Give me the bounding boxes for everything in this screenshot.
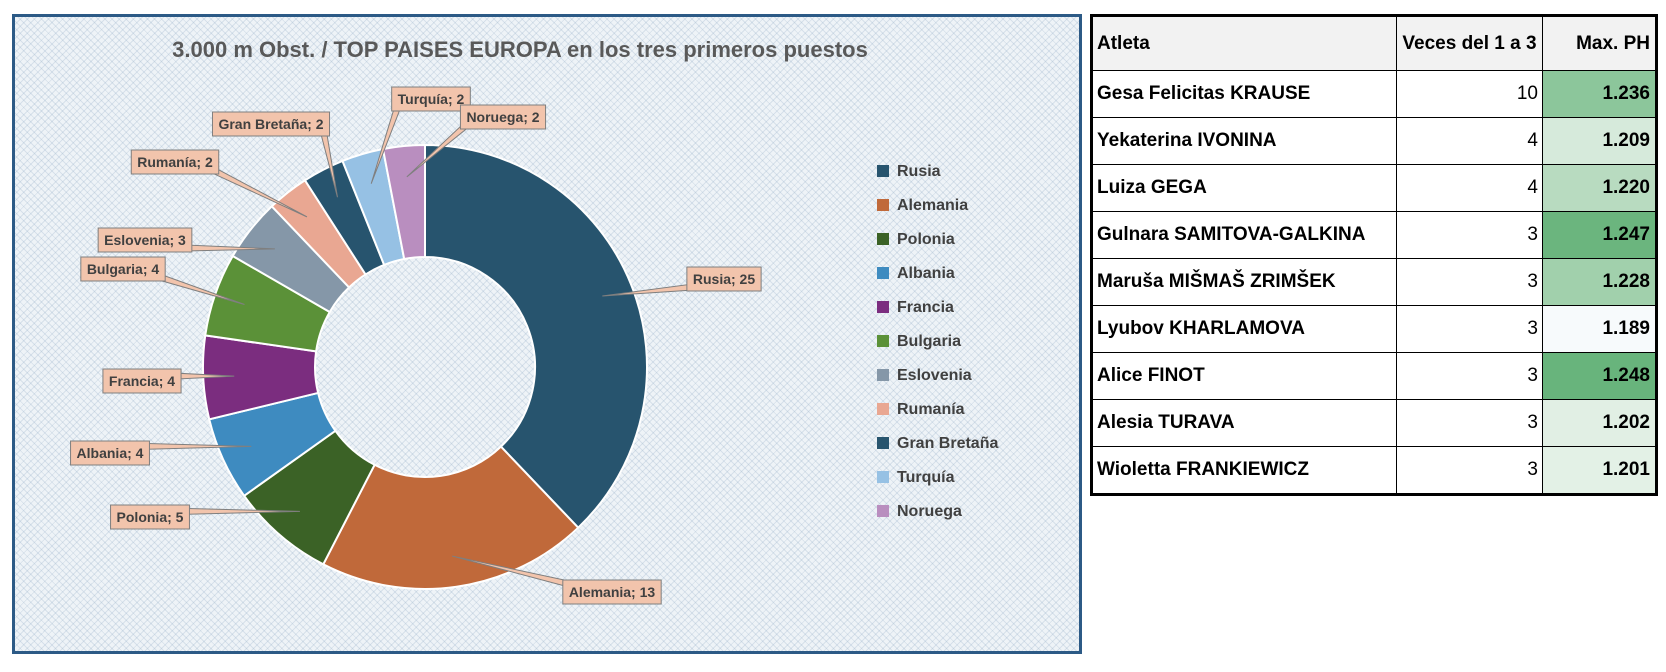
data-label-box <box>130 149 220 175</box>
table-header-row: Atleta Veces del 1 a 3 Max. PH <box>1091 15 1657 71</box>
cell-veces: 3 <box>1396 352 1543 400</box>
legend-entry: Gran Bretaña <box>897 435 998 452</box>
cell-veces: 3 <box>1396 258 1543 306</box>
cell-veces: 3 <box>1396 211 1543 259</box>
data-label: Gran Bretaña; 2 <box>218 116 323 132</box>
legend-swatch <box>877 335 889 347</box>
cell-veces: 4 <box>1396 117 1543 165</box>
legend-swatch <box>877 369 889 381</box>
legend-swatch <box>877 267 889 279</box>
table-row: Wioletta FRANKIEWICZ 3 1.201 <box>1091 446 1657 495</box>
cell-max-ph: 1.247 <box>1542 211 1657 259</box>
header-atleta: Atleta <box>1091 15 1397 71</box>
data-label: Rusia; 25 <box>693 271 755 287</box>
legend-swatch <box>877 233 889 245</box>
legend-swatch <box>877 199 889 211</box>
data-label: Francia; 4 <box>109 373 175 389</box>
athletes-table: Atleta Veces del 1 a 3 Max. PH Gesa Feli… <box>1090 14 1658 496</box>
data-label: Rumanía; 2 <box>137 154 213 170</box>
cell-max-ph: 1.248 <box>1542 352 1657 400</box>
data-label-box <box>102 368 182 394</box>
data-label: Polonia; 5 <box>117 509 184 525</box>
legend-swatch <box>877 471 889 483</box>
cell-veces: 3 <box>1396 305 1543 353</box>
data-label-box <box>211 111 331 137</box>
legend-entry: Rusia <box>897 163 941 180</box>
chart-panel: 3.000 m Obst. / TOP PAISES EUROPA en los… <box>12 14 1082 654</box>
cell-athlete-name: Gulnara SAMITOVA-GALKINA <box>1091 211 1397 259</box>
slice-1 <box>424 143 648 530</box>
table-row: Yekaterina IVONINA 4 1.209 <box>1091 117 1657 165</box>
slice-11 <box>381 143 426 261</box>
cell-athlete-name: Alice FINOT <box>1091 352 1397 400</box>
cell-athlete-name: Luiza GEGA <box>1091 164 1397 212</box>
cell-max-ph: 1.236 <box>1542 70 1657 118</box>
legend-swatch <box>877 301 889 313</box>
legend-entry: Albania <box>897 265 955 282</box>
cell-veces: 4 <box>1396 164 1543 212</box>
table-row: Lyubov KHARLAMOVA 3 1.189 <box>1091 305 1657 353</box>
legend-entry: Turquía <box>897 469 955 486</box>
legend-entry: Rumanía <box>897 401 965 418</box>
table-row: Gesa Felicitas KRAUSE 10 1.236 <box>1091 70 1657 118</box>
cell-athlete-name: Gesa Felicitas KRAUSE <box>1091 70 1397 118</box>
data-label: Alemania; 13 <box>569 584 656 600</box>
cell-athlete-name: Wioletta FRANKIEWICZ <box>1091 446 1397 495</box>
legend-swatch <box>877 403 889 415</box>
header-max-ph: Max. PH <box>1542 15 1657 71</box>
cell-max-ph: 1.202 <box>1542 399 1657 447</box>
cell-athlete-name: Yekaterina IVONINA <box>1091 117 1397 165</box>
data-label-box <box>110 504 190 530</box>
cell-max-ph: 1.220 <box>1542 164 1657 212</box>
cell-veces: 3 <box>1396 399 1543 447</box>
legend-entry: Bulgaria <box>897 333 961 350</box>
data-label-box <box>686 266 762 292</box>
table-row: Alice FINOT 3 1.248 <box>1091 352 1657 400</box>
cell-veces: 10 <box>1396 70 1543 118</box>
cell-max-ph: 1.228 <box>1542 258 1657 306</box>
cell-athlete-name: Lyubov KHARLAMOVA <box>1091 305 1397 353</box>
data-label-box <box>391 86 471 112</box>
data-label-box <box>562 579 662 605</box>
data-label: Noruega; 2 <box>466 109 539 125</box>
cell-max-ph: 1.189 <box>1542 305 1657 353</box>
data-label-box <box>70 440 150 466</box>
legend-entry: Alemania <box>897 197 968 214</box>
data-label: Eslovenia; 3 <box>104 232 186 248</box>
cell-veces: 3 <box>1396 446 1543 495</box>
cell-max-ph: 1.201 <box>1542 446 1657 495</box>
data-label: Bulgaria; 4 <box>87 261 160 277</box>
legend-entry: Polonia <box>897 231 955 248</box>
table-row: Alesia TURAVA 3 1.202 <box>1091 399 1657 447</box>
doughnut-chart: 3.000 m Obst. / TOP PAISES EUROPA en los… <box>70 37 998 605</box>
header-veces: Veces del 1 a 3 <box>1396 15 1543 71</box>
legend-entry: Noruega <box>897 503 962 520</box>
chart-title: 3.000 m Obst. / TOP PAISES EUROPA en los… <box>172 37 868 62</box>
table-row: Gulnara SAMITOVA-GALKINA 3 1.247 <box>1091 211 1657 259</box>
legend-swatch <box>877 437 889 449</box>
data-label-box <box>97 227 193 253</box>
cell-max-ph: 1.209 <box>1542 117 1657 165</box>
table-row: Luiza GEGA 4 1.220 <box>1091 164 1657 212</box>
data-label-box <box>80 256 166 282</box>
legend-entry: Eslovenia <box>897 367 972 384</box>
data-label-box <box>459 104 547 130</box>
data-label: Albania; 4 <box>77 445 144 461</box>
cell-athlete-name: Alesia TURAVA <box>1091 399 1397 447</box>
legend-swatch <box>877 165 889 177</box>
data-label: Turquía; 2 <box>398 91 465 107</box>
cell-athlete-name: Maruša MIŠMAŠ ZRIMŠEK <box>1091 258 1397 306</box>
legend-entry: Francia <box>897 299 954 316</box>
table-row: Maruša MIŠMAŠ ZRIMŠEK 3 1.228 <box>1091 258 1657 306</box>
legend-swatch <box>877 505 889 517</box>
